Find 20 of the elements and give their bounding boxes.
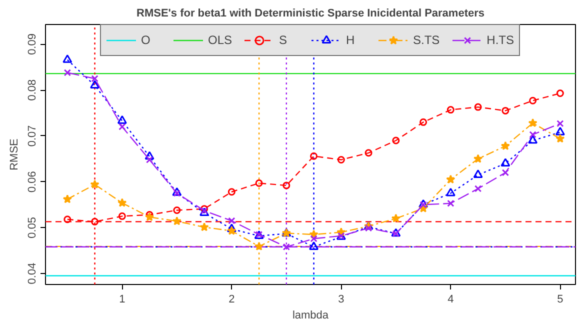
y-tick-label: 0.04 <box>26 262 38 284</box>
y-tick-label: 0.07 <box>26 125 38 147</box>
x-tick-label: 1 <box>119 294 126 306</box>
y-tick-label: 0.08 <box>26 79 38 101</box>
legend-label: H <box>346 33 356 47</box>
x-tick-label: 3 <box>338 294 344 306</box>
y-tick-label: 0.09 <box>26 34 38 55</box>
legend-label: OLS <box>208 33 232 47</box>
y-tick-label: 0.06 <box>26 171 38 192</box>
y-tick-label: 0.05 <box>26 216 38 238</box>
legend-label: H.TS <box>486 33 514 47</box>
x-tick-label: 2 <box>228 294 235 306</box>
legend-label: O <box>140 33 152 47</box>
x-axis-title: lambda <box>292 310 330 322</box>
x-tick-label: 5 <box>557 294 564 306</box>
y-axis-title: RMSE <box>8 138 20 170</box>
x-tick-label: 4 <box>448 294 454 306</box>
legend-label: S <box>279 33 288 47</box>
chart-title: RMSE's for beta1 with Deterministic Sparse Inicidental Parameters <box>136 8 485 20</box>
legend-label: S.TS <box>413 33 440 47</box>
